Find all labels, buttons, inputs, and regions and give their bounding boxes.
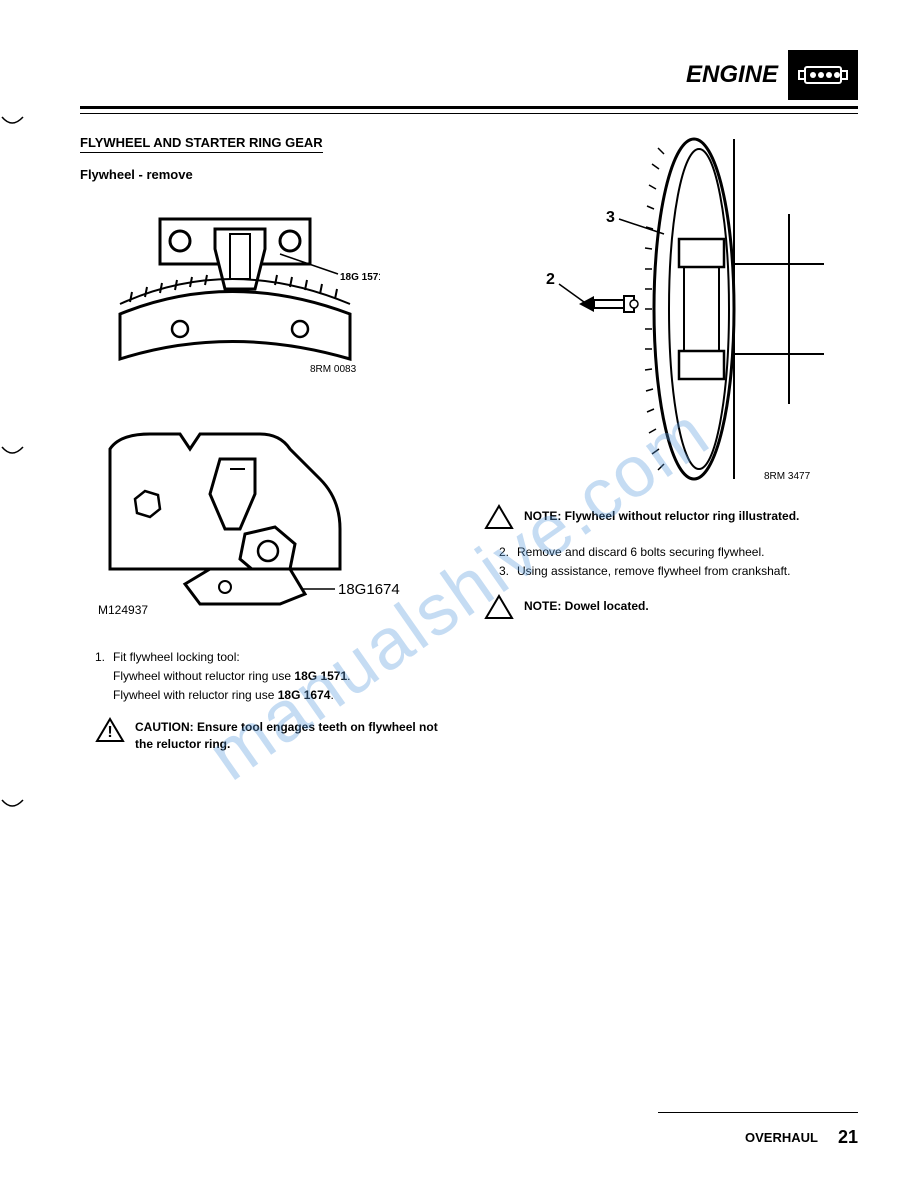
footer-rule: [658, 1112, 858, 1113]
fig2-code: M124937: [98, 603, 148, 617]
right-column: 2 3 8RM 3477 NOTE: Flywheel without relu…: [484, 134, 858, 753]
footer-page: 21: [838, 1127, 858, 1148]
margin-arc: [0, 798, 25, 813]
note-2-block: NOTE: Dowel located.: [484, 594, 858, 620]
header-rule-thick: [80, 106, 858, 109]
caution-triangle-icon: !: [95, 717, 125, 743]
note-triangle-icon: [484, 594, 514, 620]
figure-flywheel-assembly: 2 3 8RM 3477: [484, 134, 858, 484]
margin-arc: [0, 445, 25, 460]
callout-2: 2: [546, 271, 555, 288]
step-1-line3: Flywheel with reluctor ring use 18G 1674…: [113, 687, 454, 704]
fig1-callout: 18G 1571: [340, 272, 380, 283]
step-1: 1. Fit flywheel locking tool:: [95, 649, 454, 666]
fig3-code: 8RM 3477: [764, 471, 811, 482]
subheading: Flywheel - remove: [80, 167, 454, 182]
caution-block: ! CAUTION: Ensure tool engages teeth on …: [95, 717, 454, 753]
callout-3: 3: [606, 209, 615, 226]
right-steps: 2. Remove and discard 6 bolts securing f…: [499, 544, 858, 580]
figure-flywheel-lock-1674: 18G1674 M124937: [80, 419, 454, 619]
note-1-text: NOTE: Flywheel without reluctor ring ill…: [524, 508, 799, 525]
bolt-2: [579, 296, 638, 312]
left-column: FLYWHEEL AND STARTER RING GEAR Flywheel …: [80, 134, 454, 753]
step-2: 2. Remove and discard 6 bolts securing f…: [499, 544, 858, 561]
fig1-code: 8RM 0083: [310, 364, 357, 375]
note-2-text: NOTE: Dowel located.: [524, 598, 649, 615]
margin-arc: [0, 115, 25, 130]
svg-text:!: !: [107, 724, 112, 741]
footer: OVERHAUL 21: [745, 1127, 858, 1148]
figure-flywheel-lock-1571: 18G 1571 8RM 0083: [80, 194, 454, 384]
header-rule-thin: [80, 113, 858, 114]
footer-label: OVERHAUL: [745, 1130, 818, 1145]
note-1-block: NOTE: Flywheel without reluctor ring ill…: [484, 504, 858, 530]
left-steps: 1. Fit flywheel locking tool:: [95, 649, 454, 666]
step-1-line2: Flywheel without reluctor ring use 18G 1…: [113, 668, 454, 685]
engine-icon: [788, 50, 858, 100]
step-3: 3. Using assistance, remove flywheel fro…: [499, 563, 858, 580]
section-title: FLYWHEEL AND STARTER RING GEAR: [80, 135, 323, 153]
fig2-callout: 18G1674: [338, 581, 400, 598]
note-triangle-icon: [484, 504, 514, 530]
page-header-title: ENGINE: [686, 61, 778, 89]
caution-text: CAUTION: Ensure tool engages teeth on fl…: [135, 719, 454, 753]
